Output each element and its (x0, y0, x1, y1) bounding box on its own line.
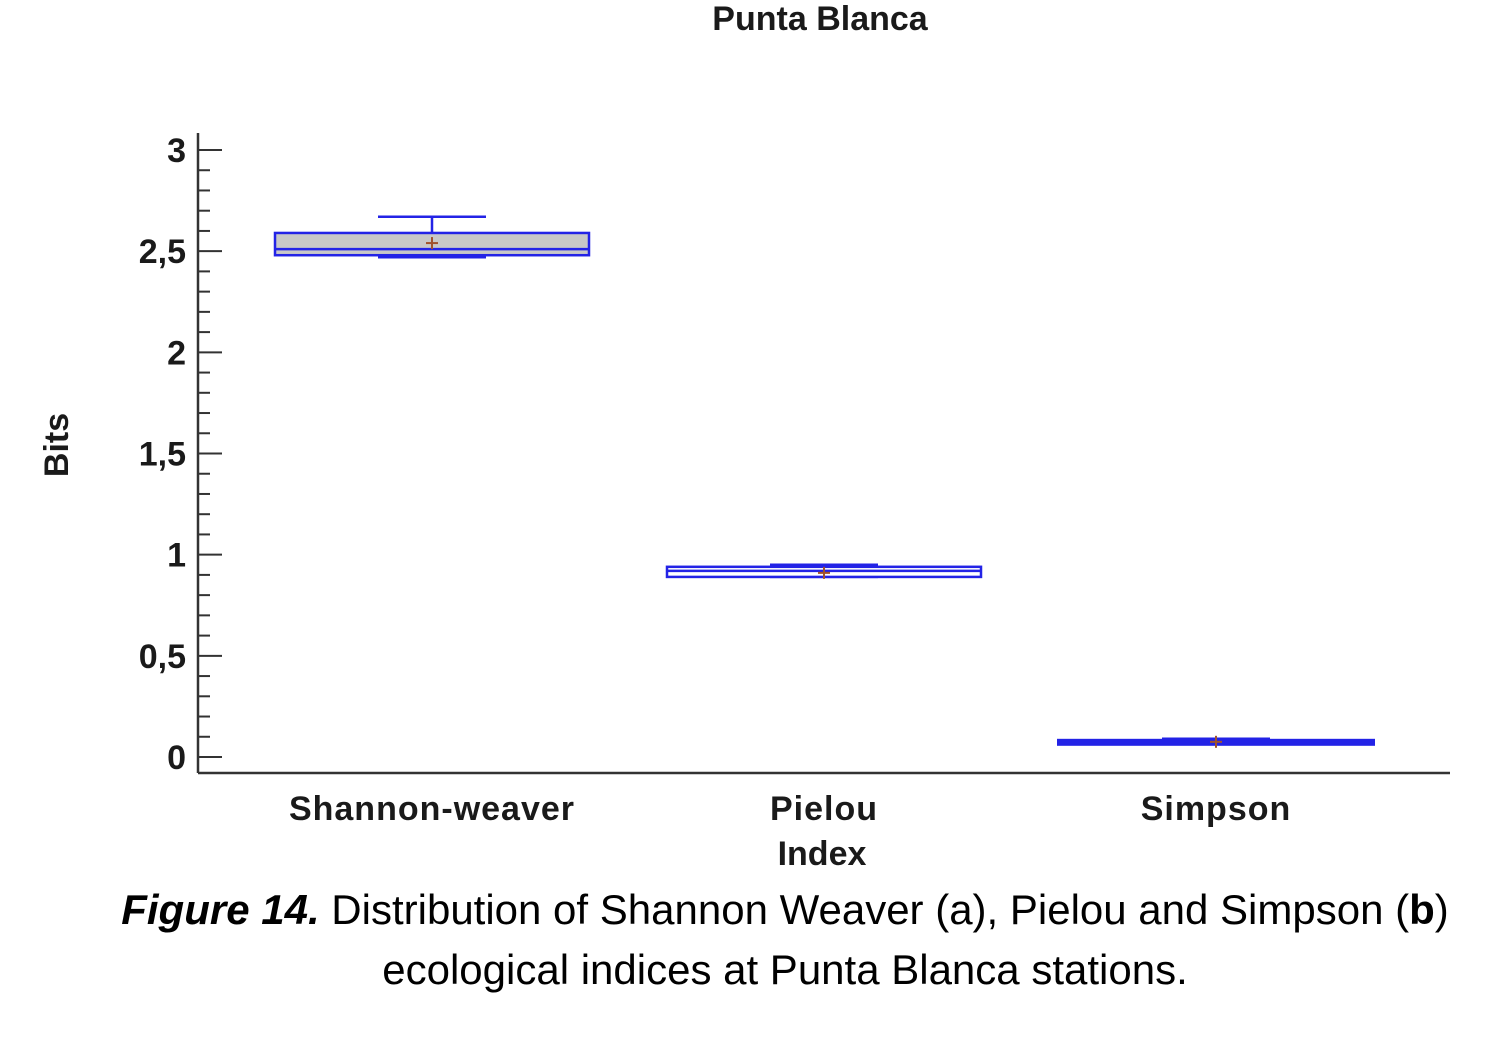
box-simpson (1057, 735, 1375, 748)
box-pielou (665, 563, 983, 579)
caption-text-part1: Distribution of Shannon Weaver (a), Piel… (319, 886, 1410, 933)
x-axis: Shannon-weaver Pielou Simpson (198, 771, 1450, 828)
x-category-label: Shannon-weaver (289, 790, 575, 828)
x-axis-title: Index (778, 835, 867, 870)
box-series (273, 215, 1375, 748)
y-axis-title: Bits (38, 413, 76, 477)
x-category-label: Pielou (770, 790, 878, 828)
y-tick-label: 1 (167, 537, 186, 575)
box-plot-chart: Punta Blanca 3 2,5 2 1,5 1 0,5 0 Shannon-weave… (38, 0, 1450, 870)
y-tick-label: 0 (167, 739, 186, 777)
box-shannon-weaver (273, 215, 591, 259)
y-tick-label: 2 (167, 334, 186, 372)
chart-title: Punta Blanca (712, 0, 928, 38)
y-axis: 3 2,5 2 1,5 1 0,5 0 (139, 132, 222, 777)
caption-text-part2: ) ecological indices at Punta Blanca sta… (382, 886, 1449, 993)
y-tick-label: 3 (167, 132, 186, 170)
figure-label: Figure 14. (121, 886, 320, 933)
y-tick-label: 2,5 (139, 233, 186, 271)
y-tick-label: 1,5 (139, 436, 186, 474)
caption-bold-letter: b (1409, 886, 1435, 933)
x-category-label: Simpson (1141, 790, 1292, 828)
figure-caption: Figure 14. Distribution of Shannon Weave… (60, 880, 1485, 1000)
y-tick-label: 0,5 (139, 638, 186, 676)
